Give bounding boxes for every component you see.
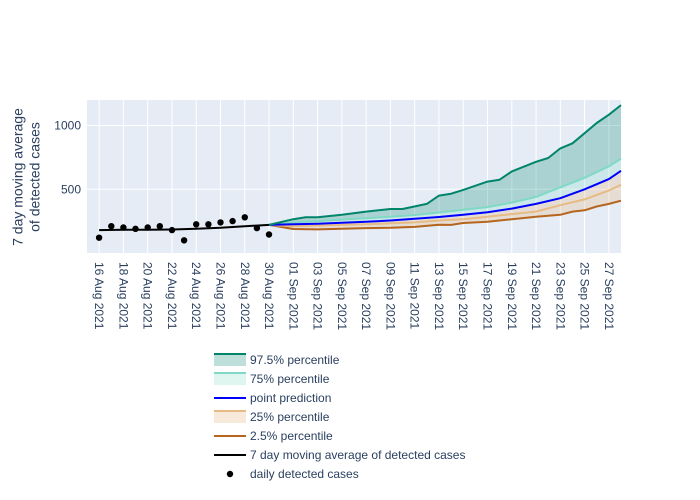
daily-case-point xyxy=(241,214,248,221)
daily-case-point xyxy=(180,237,188,244)
daily-case-point xyxy=(168,226,176,234)
x-tick-label: 28 Aug 2021 xyxy=(238,262,252,330)
legend-label: 2.5% percentile xyxy=(250,429,333,443)
daily-case-point xyxy=(144,224,151,231)
x-tick-label: 01 Sep 2021 xyxy=(286,262,300,330)
legend-item-p025[interactable]: 2.5% percentile xyxy=(214,429,333,443)
y-axis-title: 7 day moving averageof detected cases xyxy=(10,108,43,246)
legend-label: 7 day moving average of detected cases xyxy=(250,448,465,462)
x-tick-label: 03 Sep 2021 xyxy=(311,262,325,330)
line-point xyxy=(268,169,622,226)
y-tick-labels: 500 1000 xyxy=(54,119,81,197)
legend-marker xyxy=(226,470,234,478)
band-97.5-75 xyxy=(269,105,621,225)
x-tick-label: 26 Aug 2021 xyxy=(214,262,228,330)
legend-item-p75[interactable]: 75% percentile xyxy=(214,372,330,386)
daily-case-point xyxy=(108,223,115,230)
line-p025 xyxy=(268,199,622,231)
daily-case-point xyxy=(229,217,236,225)
daily-case-point xyxy=(265,231,273,238)
daily-case-point xyxy=(205,221,212,228)
x-tick-label: 09 Sep 2021 xyxy=(383,262,397,330)
line-p25 xyxy=(268,183,622,228)
legend-item-p975[interactable]: 97.5% percentile xyxy=(214,353,340,367)
x-tick-label: 24 Aug 2021 xyxy=(189,262,203,330)
legend[interactable]: 97.5% percentile 75% percentile point pred… xyxy=(214,353,465,481)
x-tick-label: 27 Sep 2021 xyxy=(602,262,616,330)
legend-item-ma7[interactable]: 7 day moving average of detected cases xyxy=(214,448,465,462)
daily-case-point xyxy=(95,234,103,241)
y-tick-label: 500 xyxy=(61,182,81,196)
x-tick-label: 25 Sep 2021 xyxy=(578,262,592,330)
x-tick-label: 20 Aug 2021 xyxy=(141,262,155,330)
daily-case-point xyxy=(193,221,200,228)
x-tick-label: 22 Aug 2021 xyxy=(165,262,179,330)
x-tick-label: 11 Sep 2021 xyxy=(408,262,422,329)
line-p75 xyxy=(268,157,622,226)
legend-label: 75% percentile xyxy=(250,372,330,386)
daily-case-point xyxy=(132,225,139,232)
legend-label: daily detected cases xyxy=(250,467,359,481)
legend-label: 25% percentile xyxy=(250,410,330,424)
legend-fill-swatch xyxy=(214,411,246,423)
y-axis-title-line: 7 day moving average xyxy=(10,108,26,246)
x-tick-label: 19 Sep 2021 xyxy=(505,262,519,330)
x-tick-label: 30 Aug 2021 xyxy=(262,262,276,330)
legend-fill-swatch xyxy=(214,373,246,385)
daily-case-point xyxy=(156,223,163,230)
daily-case-point xyxy=(253,224,261,232)
daily-case-point xyxy=(120,224,127,231)
x-tick-label: 15 Sep 2021 xyxy=(456,262,470,330)
legend-fill-swatch xyxy=(214,354,246,366)
legend-item-point[interactable]: point prediction xyxy=(214,391,331,405)
daily-case-point xyxy=(217,219,224,226)
daily-markers xyxy=(95,214,273,244)
x-tick-labels: 16 Aug 2021 18 Aug 2021 20 Aug 2021 22 Aug … xyxy=(92,262,616,330)
x-tick-label: 16 Aug 2021 xyxy=(92,262,106,330)
x-tick-label: 18 Aug 2021 xyxy=(116,262,130,330)
y-tick-label: 1000 xyxy=(54,119,81,133)
line-ma7 xyxy=(99,223,270,232)
x-tick-label: 05 Sep 2021 xyxy=(335,262,349,330)
x-tick-label: 17 Sep 2021 xyxy=(481,262,495,330)
x-tick-label: 21 Sep 2021 xyxy=(529,262,543,330)
y-axis-title-line: of detected cases xyxy=(26,122,42,232)
legend-item-p25[interactable]: 25% percentile xyxy=(214,410,330,424)
legend-label: 97.5% percentile xyxy=(250,353,340,367)
x-tick-label: 13 Sep 2021 xyxy=(432,262,446,330)
series-lines xyxy=(99,104,622,232)
gridlines xyxy=(87,100,621,253)
x-tick-label: 23 Sep 2021 xyxy=(553,262,567,330)
legend-label: point prediction xyxy=(250,391,331,405)
legend-item-daily[interactable]: daily detected cases xyxy=(226,467,359,481)
x-tick-label: 07 Sep 2021 xyxy=(359,262,373,330)
line-p975 xyxy=(268,104,622,226)
